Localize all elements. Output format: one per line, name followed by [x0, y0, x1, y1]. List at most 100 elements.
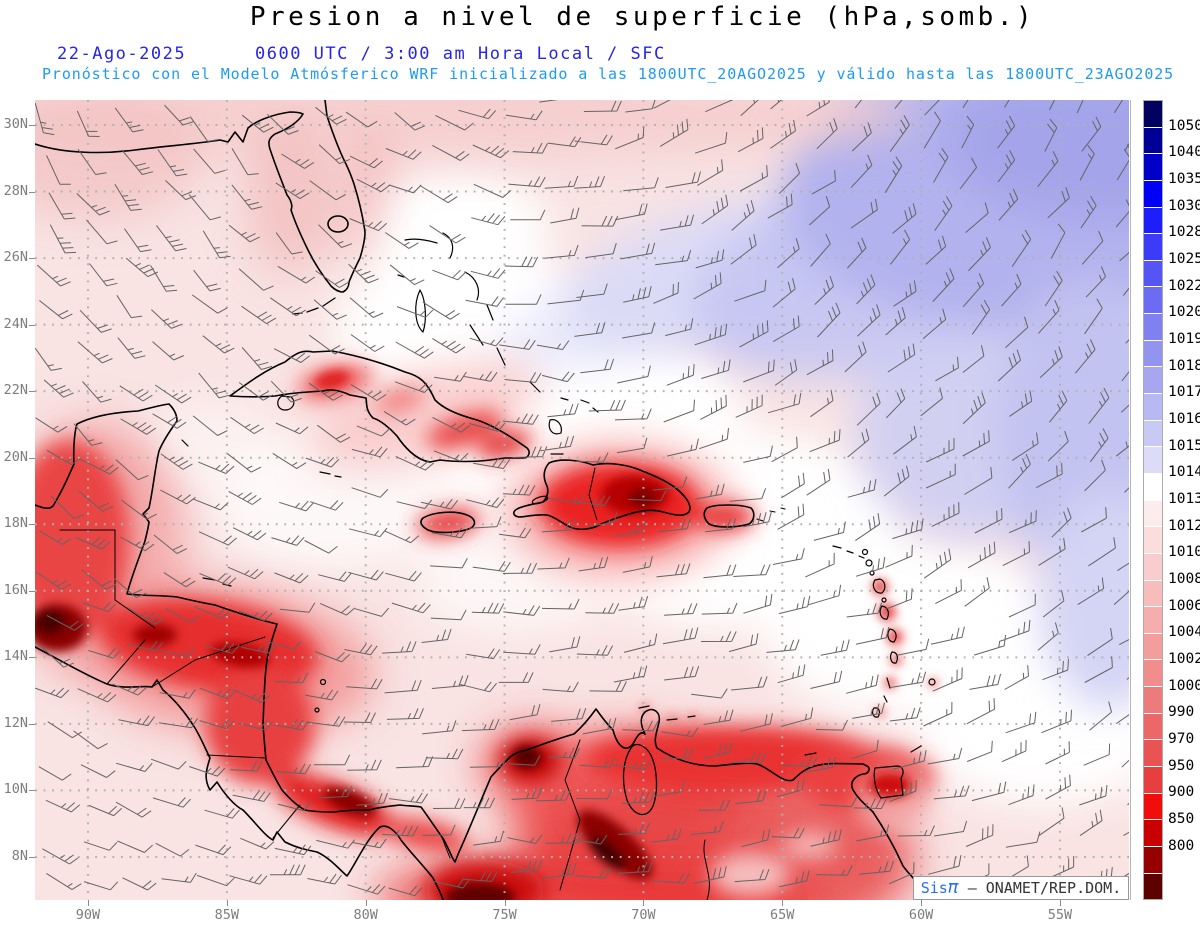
colorbar-label-800: 800	[1168, 837, 1195, 854]
wind-barbs	[35, 100, 1129, 897]
colorbar-label-1016: 1016	[1168, 411, 1200, 427]
colorbar-segment-15	[1144, 500, 1162, 527]
lon-label-60W: 60W	[908, 907, 934, 923]
map-right-frame	[1130, 100, 1131, 900]
lat-label-8N: 8N	[11, 847, 28, 864]
valid-date: 22-Ago-2025	[57, 44, 187, 64]
colorbar-label-850: 850	[1168, 811, 1195, 827]
lat-tick	[29, 590, 35, 592]
colorbar-segment-18	[1144, 580, 1162, 607]
page-title: Presion a nivel de superficie (hPa,somb.…	[249, 2, 1036, 32]
lon-tick	[921, 900, 923, 906]
lat-tick	[29, 856, 35, 858]
colorbar-segment-0	[1144, 101, 1162, 127]
colorbar-segment-28	[1144, 846, 1162, 873]
lon-label-75W: 75W	[492, 907, 517, 923]
lat-label-10N: 10N	[3, 781, 28, 798]
colorbar-label-1010: 1010	[1168, 544, 1200, 561]
pressure-shading	[35, 100, 1129, 900]
lat-tick	[29, 125, 35, 126]
lat-label-28N: 28N	[3, 182, 28, 199]
lon-tick	[1059, 900, 1061, 906]
colorbar-label-990: 990	[1168, 704, 1195, 721]
lon-tick	[365, 900, 367, 906]
colorbar-segment-25	[1144, 767, 1162, 793]
colorbar-segment-4	[1144, 207, 1162, 234]
lat-tick	[29, 391, 35, 393]
lat-label-12N: 12N	[3, 714, 28, 731]
pressure-map-svg	[35, 100, 1129, 900]
colorbar-segment-1	[1144, 127, 1162, 154]
forecast-init-line: Pronóstico con el Modelo Atmósferico WRF…	[42, 65, 1175, 83]
pressure-colorbar	[1143, 100, 1163, 900]
colorbar-label-1020: 1020	[1168, 304, 1200, 321]
colorbar-segment-20	[1144, 633, 1162, 660]
colorbar-segment-3	[1144, 180, 1162, 207]
lat-label-30N: 30N	[3, 116, 28, 132]
colorbar-label-1014: 1014	[1168, 464, 1200, 481]
colorbar-label-1004: 1004	[1168, 624, 1200, 641]
lon-label-65W: 65W	[770, 907, 795, 923]
lat-label-24N: 24N	[3, 315, 28, 332]
colorbar-segment-14	[1144, 473, 1162, 500]
colorbar-label-1017: 1017	[1168, 384, 1200, 401]
pi-icon: π	[947, 877, 959, 898]
colorbar-label-1018: 1018	[1168, 357, 1200, 374]
colorbar-segment-26	[1144, 793, 1162, 820]
colorbar-label-1030: 1030	[1168, 197, 1200, 214]
lon-tick	[226, 900, 228, 906]
colorbar-label-1019: 1019	[1168, 331, 1200, 347]
watermark-org: — ONAMET/REP.DOM.	[967, 879, 1122, 897]
colorbar-label-1008: 1008	[1168, 571, 1200, 587]
lon-label-80W: 80W	[353, 907, 378, 923]
colorbar-segment-9	[1144, 340, 1162, 367]
lon-tick	[782, 900, 784, 906]
colorbar-segment-29	[1144, 873, 1162, 900]
lat-tick	[29, 457, 35, 459]
colorbar-segment-10	[1144, 367, 1162, 394]
lat-tick	[29, 790, 35, 792]
colorbar-label-950: 950	[1168, 757, 1195, 774]
lon-label-90W: 90W	[75, 907, 101, 923]
colorbar-label-1015: 1015	[1168, 437, 1200, 454]
lat-tick	[29, 657, 35, 659]
colorbar-label-1012: 1012	[1168, 517, 1200, 534]
lat-label-14N: 14N	[3, 648, 28, 665]
colorbar-label-970: 970	[1168, 731, 1195, 747]
lon-tick	[643, 900, 645, 906]
colorbar-label-1050: 1050	[1168, 117, 1200, 134]
colorbar-label-1006: 1006	[1168, 597, 1200, 614]
colorbar-segment-22	[1144, 687, 1162, 713]
colorbar-label-1025: 1025	[1168, 251, 1200, 267]
colorbar-label-1035: 1035	[1168, 171, 1200, 187]
colorbar-segment-7	[1144, 287, 1162, 314]
lon-tick	[504, 900, 506, 906]
map-canvas	[35, 100, 1129, 900]
lat-label-22N: 22N	[3, 382, 28, 399]
colorbar-segment-8	[1144, 314, 1162, 340]
colorbar-segment-17	[1144, 553, 1162, 580]
lat-tick	[29, 191, 35, 193]
lat-tick	[29, 524, 35, 526]
valid-time: 0600 UTC / 3:00 am Hora Local / SFC	[255, 44, 666, 64]
colorbar-label-1028: 1028	[1168, 224, 1200, 241]
colorbar-segment-16	[1144, 527, 1162, 553]
lon-tick	[88, 900, 89, 906]
colorbar-segment-5	[1144, 234, 1162, 260]
colorbar-segment-24	[1144, 740, 1162, 767]
colorbar-label-1000: 1000	[1168, 677, 1200, 694]
colorbar-label-1002: 1002	[1168, 651, 1200, 667]
coastlines	[35, 100, 941, 900]
lat-tick	[29, 324, 35, 326]
colorbar-label-1013: 1013	[1168, 491, 1200, 507]
lat-label-16N: 16N	[3, 581, 28, 598]
watermark-brand: Sis	[920, 879, 948, 897]
colorbar-label-1022: 1022	[1168, 277, 1200, 294]
colorbar-segment-27	[1144, 820, 1162, 846]
colorbar-segment-23	[1144, 713, 1162, 740]
colorbar-segment-6	[1144, 260, 1162, 287]
colorbar-segment-11	[1144, 394, 1162, 420]
colorbar-segment-19	[1144, 607, 1162, 633]
lat-tick	[29, 258, 35, 260]
